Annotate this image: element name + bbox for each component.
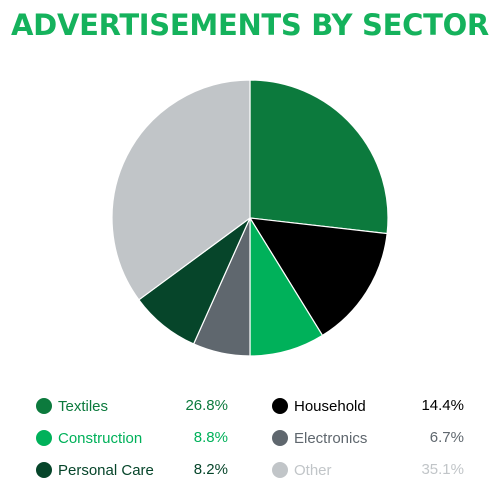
legend-swatch-construction (36, 430, 52, 446)
chart-title: ADVERTISEMENTS BY SECTOR (11, 8, 489, 42)
legend-label-household: Household (294, 397, 366, 415)
legend-label-construction: Construction (58, 429, 143, 447)
legend-swatch-electronics (272, 430, 288, 446)
legend-item-construction: Construction (36, 426, 142, 450)
legend-swatch-textiles (36, 398, 52, 414)
legend-item-personal-care: Personal Care (36, 458, 154, 482)
pie-slice-household (249, 217, 388, 337)
legend-item-electronics: Electronics (272, 426, 367, 450)
legend-value-household: 14.4% (421, 397, 464, 414)
legend-item-other: Other (272, 458, 332, 482)
legend-label-electronics: Electronics (294, 429, 368, 447)
legend-swatch-personal-care (36, 462, 52, 478)
legend-item-household: Household (272, 394, 366, 418)
pie-slice-textiles (249, 79, 389, 235)
legend-swatch-other (272, 462, 288, 478)
legend-value-electronics: 6.7% (429, 429, 464, 446)
legend-label-other: Other (294, 461, 332, 479)
legend-value-other: 35.1% (421, 461, 464, 478)
pie-slice-other (111, 79, 251, 301)
legend-swatch-household (272, 398, 288, 414)
legend-item-textiles: Textiles (36, 394, 108, 418)
legend-label-textiles: Textiles (58, 397, 109, 415)
legend-label-personal-care: Personal Care (58, 461, 154, 479)
legend-value-personal-care: 8.2% (193, 461, 228, 478)
legend-value-construction: 8.8% (193, 429, 228, 446)
legend-value-textiles: 26.8% (185, 397, 228, 414)
